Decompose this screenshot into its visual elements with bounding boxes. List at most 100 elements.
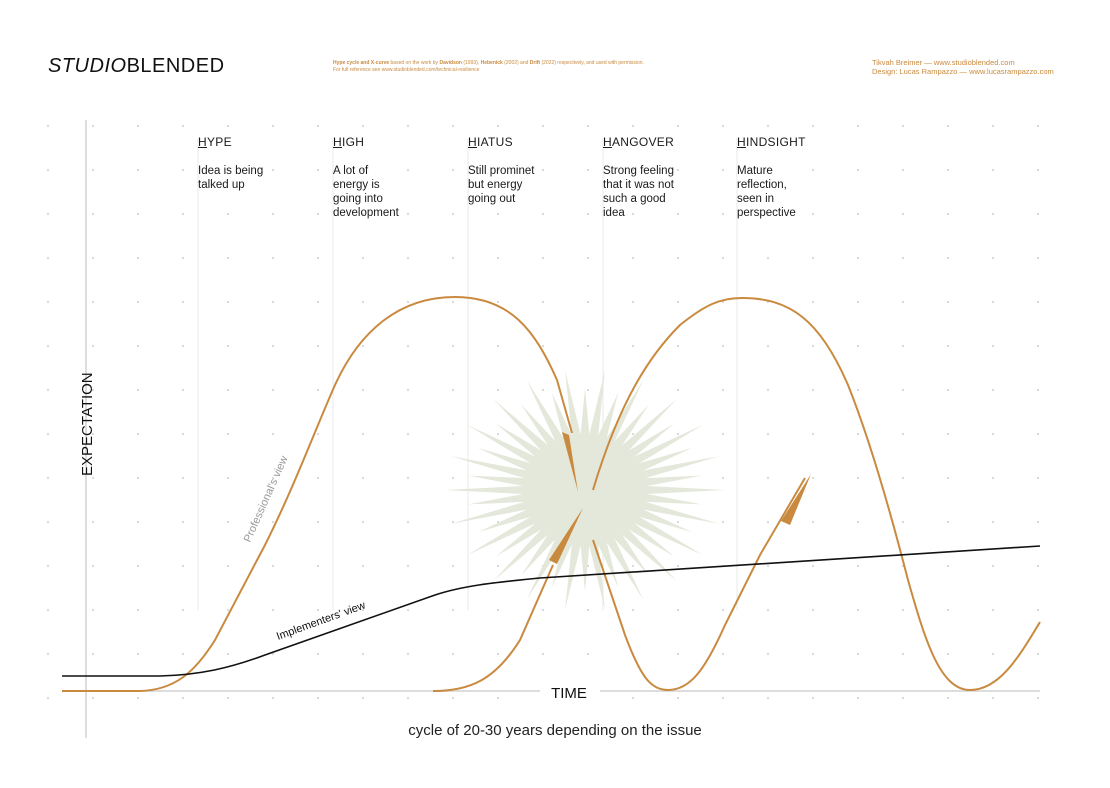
grid-dot: [677, 653, 679, 655]
grid-dot: [92, 697, 94, 699]
grid-dot: [47, 125, 49, 127]
grid-dot: [992, 521, 994, 523]
grid-dot: [407, 301, 409, 303]
grid-dot: [632, 257, 634, 259]
grid-dot: [227, 433, 229, 435]
grid-dot: [272, 477, 274, 479]
grid-dot: [767, 653, 769, 655]
cycle-caption: cycle of 20-30 years depending on the is…: [408, 722, 702, 739]
grid-dot: [587, 565, 589, 567]
grid-dot: [47, 389, 49, 391]
grid-dot: [1037, 301, 1039, 303]
grid-dot: [722, 653, 724, 655]
grid-dot: [92, 345, 94, 347]
grid-dot: [677, 697, 679, 699]
grid-dot: [47, 477, 49, 479]
grid-dot: [92, 477, 94, 479]
grid-dot: [992, 433, 994, 435]
grid-dot: [722, 389, 724, 391]
grid-dot: [92, 609, 94, 611]
grid-dot: [722, 169, 724, 171]
grid-dot: [992, 477, 994, 479]
grid-dot: [497, 213, 499, 215]
grid-dot: [317, 697, 319, 699]
grid-dot: [317, 169, 319, 171]
grid-dot: [1037, 565, 1039, 567]
grid-dot: [632, 609, 634, 611]
phase-title-rest: IGH: [341, 135, 365, 149]
grid-dot: [677, 521, 679, 523]
grid-dot: [362, 477, 364, 479]
grid-dot: [992, 301, 994, 303]
grid-dot: [1037, 345, 1039, 347]
grid-dot: [227, 389, 229, 391]
grid-dot: [1037, 609, 1039, 611]
grid-dot: [497, 257, 499, 259]
grid-dot: [317, 433, 319, 435]
grid-dot: [947, 653, 949, 655]
grid-dot: [452, 125, 454, 127]
grid-dot: [272, 565, 274, 567]
grid-dot: [632, 169, 634, 171]
grid-dot: [47, 213, 49, 215]
grid-dot: [902, 477, 904, 479]
grid-dot: [497, 169, 499, 171]
grid-dot: [587, 213, 589, 215]
grid-dot: [947, 301, 949, 303]
grid-dot: [92, 389, 94, 391]
grid-dot: [47, 433, 49, 435]
grid-dot: [947, 433, 949, 435]
grid-dot: [947, 213, 949, 215]
grid-dot: [452, 653, 454, 655]
phase-title-rest: ANGOVER: [611, 135, 675, 149]
grid-dot: [92, 565, 94, 567]
grid-dot: [632, 697, 634, 699]
grid-dot: [317, 213, 319, 215]
grid-dot: [812, 213, 814, 215]
grid-dot: [632, 213, 634, 215]
grid-dot: [947, 169, 949, 171]
grid-dot: [632, 565, 634, 567]
grid-dot: [857, 389, 859, 391]
grid-dot: [317, 521, 319, 523]
phase-title-initial: H: [737, 135, 746, 149]
grid-dot: [407, 345, 409, 347]
grid-dot: [812, 433, 814, 435]
grid-dot: [812, 257, 814, 259]
grid-dot: [47, 345, 49, 347]
grid-dot: [677, 609, 679, 611]
grid-dot: [182, 521, 184, 523]
grid-dot: [182, 653, 184, 655]
grid-dot: [902, 389, 904, 391]
arrowhead-up-left-icon: [549, 508, 583, 564]
grid-dot: [542, 345, 544, 347]
x-axis-label: TIME: [551, 685, 587, 702]
grid-dot: [92, 257, 94, 259]
grid-dot: [542, 653, 544, 655]
grid-dot: [137, 433, 139, 435]
grid-dot: [137, 521, 139, 523]
grid-dot: [722, 521, 724, 523]
grid-dot: [497, 521, 499, 523]
grid-dot: [587, 169, 589, 171]
grid-dot: [902, 213, 904, 215]
grid-dot: [947, 565, 949, 567]
grid-dot: [452, 433, 454, 435]
grid-dot: [992, 257, 994, 259]
grid-dot: [812, 565, 814, 567]
grid-dot: [317, 125, 319, 127]
grid-dot: [542, 301, 544, 303]
grid-dot: [587, 389, 589, 391]
credit-design: Design: Lucas Rampazzo — www.lucasrampaz…: [872, 67, 1054, 76]
phase-description: Strong feeling that it was not such a go…: [603, 165, 674, 219]
phase-description: Still prominet but energy going out: [468, 165, 535, 205]
grid-dot: [587, 653, 589, 655]
grid-dot: [407, 169, 409, 171]
grid-dot: [767, 521, 769, 523]
grid-dot: [947, 389, 949, 391]
grid-dot: [362, 257, 364, 259]
grid-dot: [497, 345, 499, 347]
grid-dot: [182, 125, 184, 127]
grid-dot: [47, 697, 49, 699]
grid-dot: [317, 565, 319, 567]
